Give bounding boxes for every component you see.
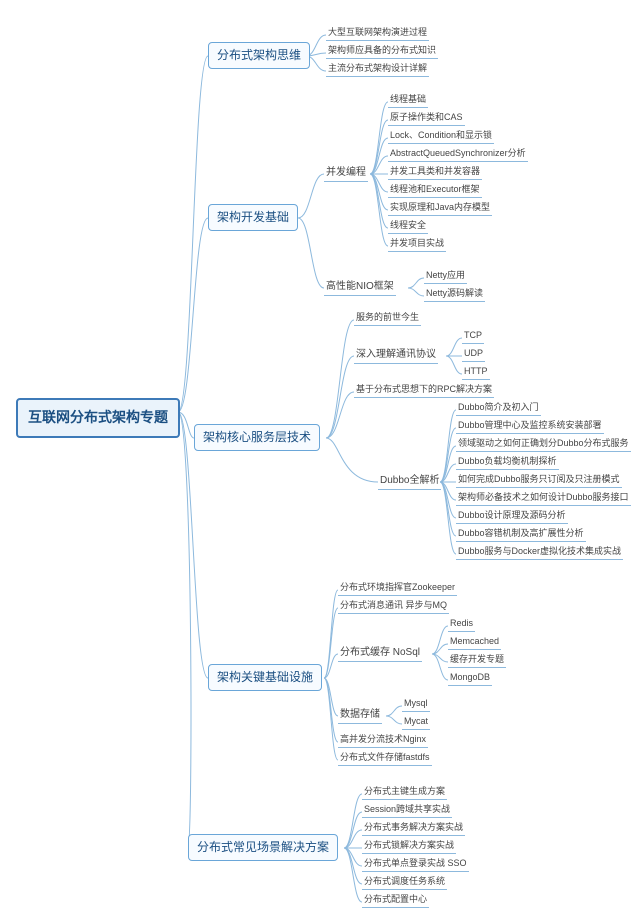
leaf[interactable]: 分布式锁解决方案实战 bbox=[362, 839, 456, 854]
leaf[interactable]: Session跨域共享实战 bbox=[362, 803, 452, 818]
leaf[interactable]: 并发项目实战 bbox=[388, 237, 446, 252]
leaf[interactable]: Netty源码解读 bbox=[424, 287, 485, 302]
node-protocols[interactable]: 深入理解通讯协议 bbox=[354, 348, 438, 364]
leaf[interactable]: AbstractQueuedSynchronizer分析 bbox=[388, 147, 528, 162]
leaf[interactable]: 架构师应具备的分布式知识 bbox=[326, 44, 438, 59]
leaf[interactable]: Dubbo负载均衡机制探析 bbox=[456, 455, 559, 470]
leaf[interactable]: 分布式事务解决方案实战 bbox=[362, 821, 465, 836]
leaf[interactable]: HTTP bbox=[462, 365, 490, 380]
leaf[interactable]: 线程池和Executor框架 bbox=[388, 183, 482, 198]
leaf[interactable]: 缓存开发专题 bbox=[448, 653, 506, 668]
leaf[interactable]: Dubbo设计原理及源码分析 bbox=[456, 509, 568, 524]
leaf[interactable]: 分布式单点登录实战 SSO bbox=[362, 857, 469, 872]
leaf[interactable]: Mycat bbox=[402, 715, 430, 730]
leaf[interactable]: Dubbo简介及初入门 bbox=[456, 401, 541, 416]
node-data-storage[interactable]: 数据存储 bbox=[338, 708, 382, 724]
leaf[interactable]: 线程基础 bbox=[388, 93, 428, 108]
leaf[interactable]: 线程安全 bbox=[388, 219, 428, 234]
leaf[interactable]: UDP bbox=[462, 347, 485, 362]
leaf[interactable]: Dubbo管理中心及监控系统安装部署 bbox=[456, 419, 604, 434]
root-node[interactable]: 互联网分布式架构专题 bbox=[16, 398, 180, 438]
leaf[interactable]: 原子操作类和CAS bbox=[388, 111, 465, 126]
leaf[interactable]: 基于分布式思想下的RPC解决方案 bbox=[354, 383, 494, 398]
leaf[interactable]: 分布式主键生成方案 bbox=[362, 785, 447, 800]
leaf[interactable]: MongoDB bbox=[448, 671, 492, 686]
leaf[interactable]: Mysql bbox=[402, 697, 430, 712]
leaf[interactable]: 分布式消息通讯 异步与MQ bbox=[338, 599, 449, 614]
leaf[interactable]: Redis bbox=[448, 617, 475, 632]
node-concurrent-programming[interactable]: 并发编程 bbox=[324, 166, 368, 182]
leaf[interactable]: 主流分布式架构设计详解 bbox=[326, 62, 429, 77]
leaf[interactable]: Lock、Condition和显示锁 bbox=[388, 129, 494, 144]
leaf[interactable]: Dubbo容错机制及高扩展性分析 bbox=[456, 527, 586, 542]
leaf[interactable]: Dubbo服务与Docker虚拟化技术集成实战 bbox=[456, 545, 623, 560]
branch-distributed-thinking[interactable]: 分布式架构思维 bbox=[208, 42, 310, 69]
leaf[interactable]: 高并发分流技术Nginx bbox=[338, 733, 428, 748]
leaf[interactable]: 如何完成Dubbo服务只订阅及只注册模式 bbox=[456, 473, 622, 488]
leaf[interactable]: Memcached bbox=[448, 635, 501, 650]
leaf[interactable]: 并发工具类和并发容器 bbox=[388, 165, 482, 180]
branch-infrastructure[interactable]: 架构关键基础设施 bbox=[208, 664, 322, 691]
leaf[interactable]: Netty应用 bbox=[424, 269, 467, 284]
leaf[interactable]: 分布式环境指挥官Zookeeper bbox=[338, 581, 457, 596]
leaf[interactable]: 分布式配置中心 bbox=[362, 893, 429, 908]
leaf[interactable]: 实现原理和Java内存模型 bbox=[388, 201, 492, 216]
leaf[interactable]: 分布式文件存储fastdfs bbox=[338, 751, 432, 766]
leaf[interactable]: TCP bbox=[462, 329, 484, 344]
node-cache-nosql[interactable]: 分布式缓存 NoSql bbox=[338, 646, 422, 662]
leaf[interactable]: 领域驱动之如何正确划分Dubbo分布式服务 bbox=[456, 437, 631, 452]
branch-dev-foundation[interactable]: 架构开发基础 bbox=[208, 204, 298, 231]
branch-core-service-layer[interactable]: 架构核心服务层技术 bbox=[194, 424, 320, 451]
leaf[interactable]: 服务的前世今生 bbox=[354, 311, 421, 326]
leaf[interactable]: 架构师必备技术之如何设计Dubbo服务接口 bbox=[456, 491, 631, 506]
leaf[interactable]: 分布式调度任务系统 bbox=[362, 875, 447, 890]
node-dubbo[interactable]: Dubbo全解析 bbox=[378, 474, 441, 490]
leaf[interactable]: 大型互联网架构演进过程 bbox=[326, 26, 429, 41]
node-nio-framework[interactable]: 高性能NIO框架 bbox=[324, 280, 396, 296]
mindmap-canvas: 互联网分布式架构专题 分布式架构思维 大型互联网架构演进过程 架构师应具备的分布… bbox=[8, 8, 632, 904]
branch-common-scenarios[interactable]: 分布式常见场景解决方案 bbox=[188, 834, 338, 861]
